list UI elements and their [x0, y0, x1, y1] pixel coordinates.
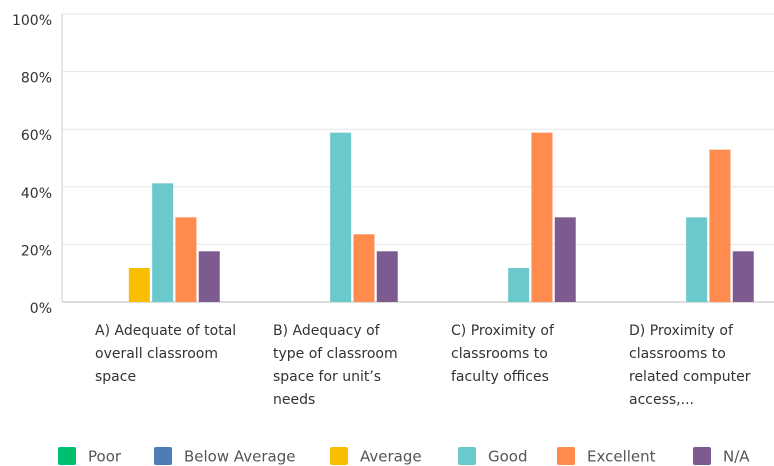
- y-tick-label: 80%: [21, 71, 52, 87]
- legend-label: Poor: [88, 448, 122, 466]
- bar: [709, 149, 731, 302]
- bar: [732, 251, 754, 302]
- bar: [175, 217, 197, 302]
- legend-label: Below Average: [184, 448, 296, 466]
- y-tick-label: 60%: [21, 128, 52, 144]
- legend-swatch: [458, 447, 476, 465]
- legend-label: Excellent: [587, 448, 656, 466]
- legend-label: N/A: [723, 448, 750, 466]
- x-tick-label: A) Adequate of total overall classroom s…: [95, 323, 237, 385]
- bar: [152, 183, 174, 302]
- y-tick-label: 20%: [21, 243, 52, 259]
- x-tick-label: B) Adequacy of type of classroom space f…: [273, 323, 398, 408]
- y-tick-label: 0%: [30, 301, 52, 317]
- y-tick-label: 100%: [12, 13, 52, 29]
- bar: [330, 132, 352, 302]
- x-tick-label: C) Proximity of classrooms to faculty of…: [451, 323, 554, 385]
- legend-swatch: [58, 447, 76, 465]
- bar: [686, 217, 708, 302]
- legend-label: Average: [360, 448, 422, 466]
- bar: [554, 217, 576, 302]
- bar: [353, 234, 375, 302]
- bar: [376, 251, 398, 302]
- bar: [531, 132, 553, 302]
- x-tick-label: D) Proximity of classrooms to related co…: [629, 323, 751, 408]
- bar: [128, 268, 150, 302]
- bar: [508, 268, 530, 302]
- legend-swatch: [330, 447, 348, 465]
- legend-swatch: [693, 447, 711, 465]
- legend-swatch: [557, 447, 575, 465]
- legend-swatch: [154, 447, 172, 465]
- y-tick-label: 40%: [21, 186, 52, 202]
- bar: [198, 251, 220, 302]
- legend-label: Good: [488, 448, 528, 466]
